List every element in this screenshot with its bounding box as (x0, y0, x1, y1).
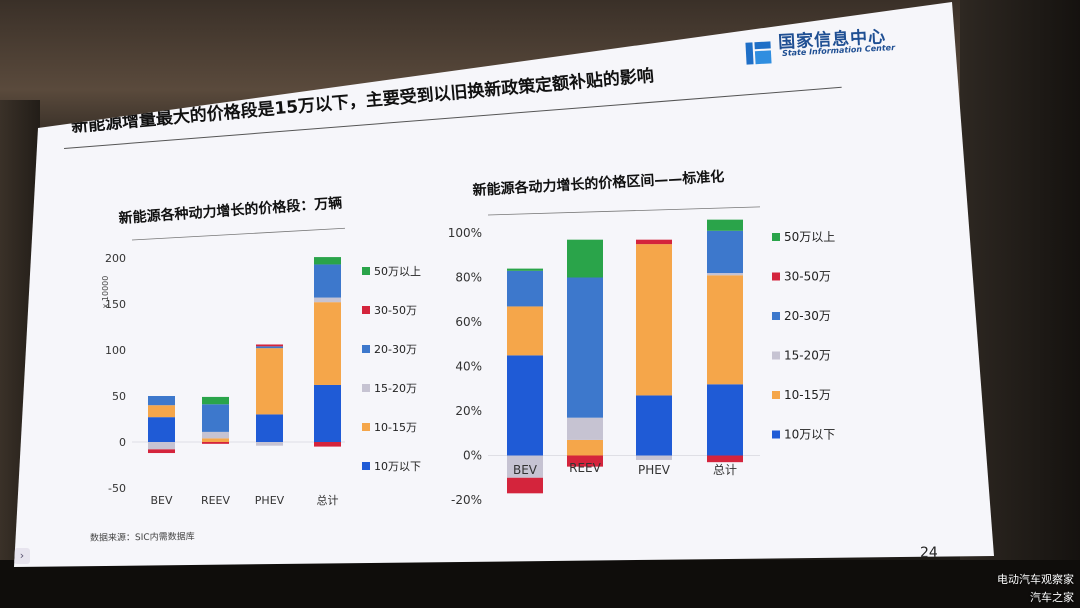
right-bar-x-30-50 (707, 455, 743, 463)
left-bar-bev-20-30 (148, 396, 175, 406)
left-legend-swatch-10 (362, 462, 370, 470)
right-legend-label-30-50: 30-50万 (784, 270, 831, 284)
left-bar-bev-10 (148, 417, 175, 442)
left-bar-x-20-30 (314, 264, 341, 298)
right-y-tick-60: 60% (455, 315, 482, 329)
page-number: 24 (920, 545, 938, 561)
right-y-tick-0: 0% (463, 449, 482, 463)
left-bar-phev-20-30 (256, 346, 283, 349)
watermark-primary: 电动汽车观察家 (997, 573, 1074, 586)
left-bar-bev-10-15 (148, 405, 175, 418)
left-y-tick-50: -50 (108, 482, 126, 495)
left-bar-phev-15-20 (256, 442, 283, 446)
left-legend-label-15-20: 15-20万 (374, 382, 417, 395)
right-bar-x-50 (707, 219, 743, 231)
left-legend-label-50: 50万以上 (374, 265, 421, 278)
right-y-tick-20: 20% (455, 404, 482, 418)
left-bar-reev-20-30 (202, 404, 229, 432)
right-bar-bev-20-30 (507, 270, 543, 307)
left-y-tick-50: 50 (112, 390, 126, 403)
right-bar-phev-30-50 (636, 239, 672, 245)
left-bar-reev-30-50 (202, 442, 229, 444)
right-legend-label-20-30: 20-30万 (784, 309, 831, 323)
right-bar-reev-20-30 (567, 277, 603, 418)
right-legend-swatch-10-15 (772, 391, 780, 399)
left-bar-x-10 (314, 384, 341, 442)
right-bar-bev-30-50 (507, 477, 543, 494)
left-bar-x-15-20 (314, 297, 341, 303)
right-category-label-x: 总计 (713, 463, 737, 477)
right-legend-label-10: 10万以下 (784, 428, 835, 442)
left-legend-label-10: 10万以下 (374, 460, 421, 473)
right-top-gridline (487, 206, 761, 216)
left-legend-swatch-15-20 (362, 384, 370, 392)
right-bar-bev-50 (507, 268, 543, 271)
sic-logo-icon (743, 37, 775, 69)
left-category-label-reev: REEV (201, 494, 231, 507)
left-bar-x-30-50 (314, 442, 341, 447)
right-bar-phev-10 (636, 395, 672, 456)
left-bar-phev-30-50 (256, 344, 283, 347)
left-bar-x-10-15 (314, 302, 341, 385)
left-category-label-x: 总计 (317, 493, 339, 507)
left-y-tick-100: 100 (105, 344, 126, 357)
right-legend-label-10-15: 10-15万 (784, 388, 831, 402)
right-y-tick-100: 100% (448, 226, 482, 240)
right-bar-phev-10-15 (636, 244, 672, 396)
data-source-note: 数据来源：SIC内需数据库 (89, 532, 195, 544)
right-y-tick-40: 40% (455, 360, 482, 374)
next-slide-button[interactable]: › (14, 548, 30, 564)
right-category-label-phev: PHEV (638, 463, 671, 477)
right-legend-swatch-10 (772, 430, 780, 439)
right-y-tick-80: 80% (455, 271, 482, 285)
left-top-gridline (131, 227, 346, 241)
left-y-tick-150: 150 (105, 298, 126, 311)
left-bar-reev-15-20 (202, 431, 229, 439)
left-legend-swatch-30-50 (362, 306, 370, 314)
left-legend-swatch-20-30 (362, 345, 370, 353)
left-bar-x-50 (314, 257, 341, 265)
right-legend-swatch-30-50 (772, 272, 780, 281)
right-bar-x-15-20 (707, 273, 743, 276)
left-bar-phev-10-15 (256, 348, 283, 415)
left-y-tick-0: 0 (119, 436, 126, 449)
left-category-label-bev: BEV (150, 494, 172, 507)
right-bar-reev-30-50 (567, 455, 603, 467)
right-legend-swatch-15-20 (772, 351, 780, 360)
right-legend-label-15-20: 15-20万 (784, 349, 831, 363)
right-bar-reev-15-20 (567, 417, 603, 440)
right-bar-reev-10-15 (567, 439, 603, 456)
left-bar-bev-30-50 (148, 449, 175, 454)
right-bar-x-20-30 (707, 230, 743, 274)
watermark-secondary: 汽车之家 (1030, 591, 1074, 604)
left-legend-label-10-15: 10-15万 (374, 421, 417, 434)
right-bar-bev-15-20 (507, 455, 543, 478)
right-bar-bev-10-15 (507, 306, 543, 356)
right-bar-x-10-15 (707, 275, 743, 385)
left-y-tick-200: 200 (105, 252, 126, 265)
right-bar-x-10 (707, 384, 743, 456)
right-category-label-reev: REEV (569, 461, 602, 475)
right-bar-reev-50 (567, 239, 603, 278)
left-bar-bev-15-20 (148, 442, 175, 450)
right-bar-phev-15-20 (636, 455, 672, 460)
stage-floor (0, 560, 1080, 608)
left-legend-label-20-30: 20-30万 (374, 343, 417, 356)
left-category-label-phev: PHEV (255, 494, 285, 507)
left-bar-reev-10-15 (202, 438, 229, 442)
left-bar-reev-50 (202, 396, 229, 405)
right-y-tick-20: -20% (451, 493, 482, 507)
right-legend-swatch-20-30 (772, 312, 780, 320)
left-y-axis-label: x 10000 (101, 276, 110, 309)
left-legend-label-30-50: 30-50万 (374, 304, 417, 317)
right-legend-swatch-50 (772, 233, 780, 241)
left-bar-phev-10 (256, 414, 283, 442)
right-bar-bev-10 (507, 355, 543, 456)
left-legend-swatch-10-15 (362, 423, 370, 431)
right-legend-label-50: 50万以上 (784, 230, 835, 244)
left-legend-swatch-50 (362, 267, 370, 275)
right-category-label-bev: BEV (513, 463, 538, 477)
